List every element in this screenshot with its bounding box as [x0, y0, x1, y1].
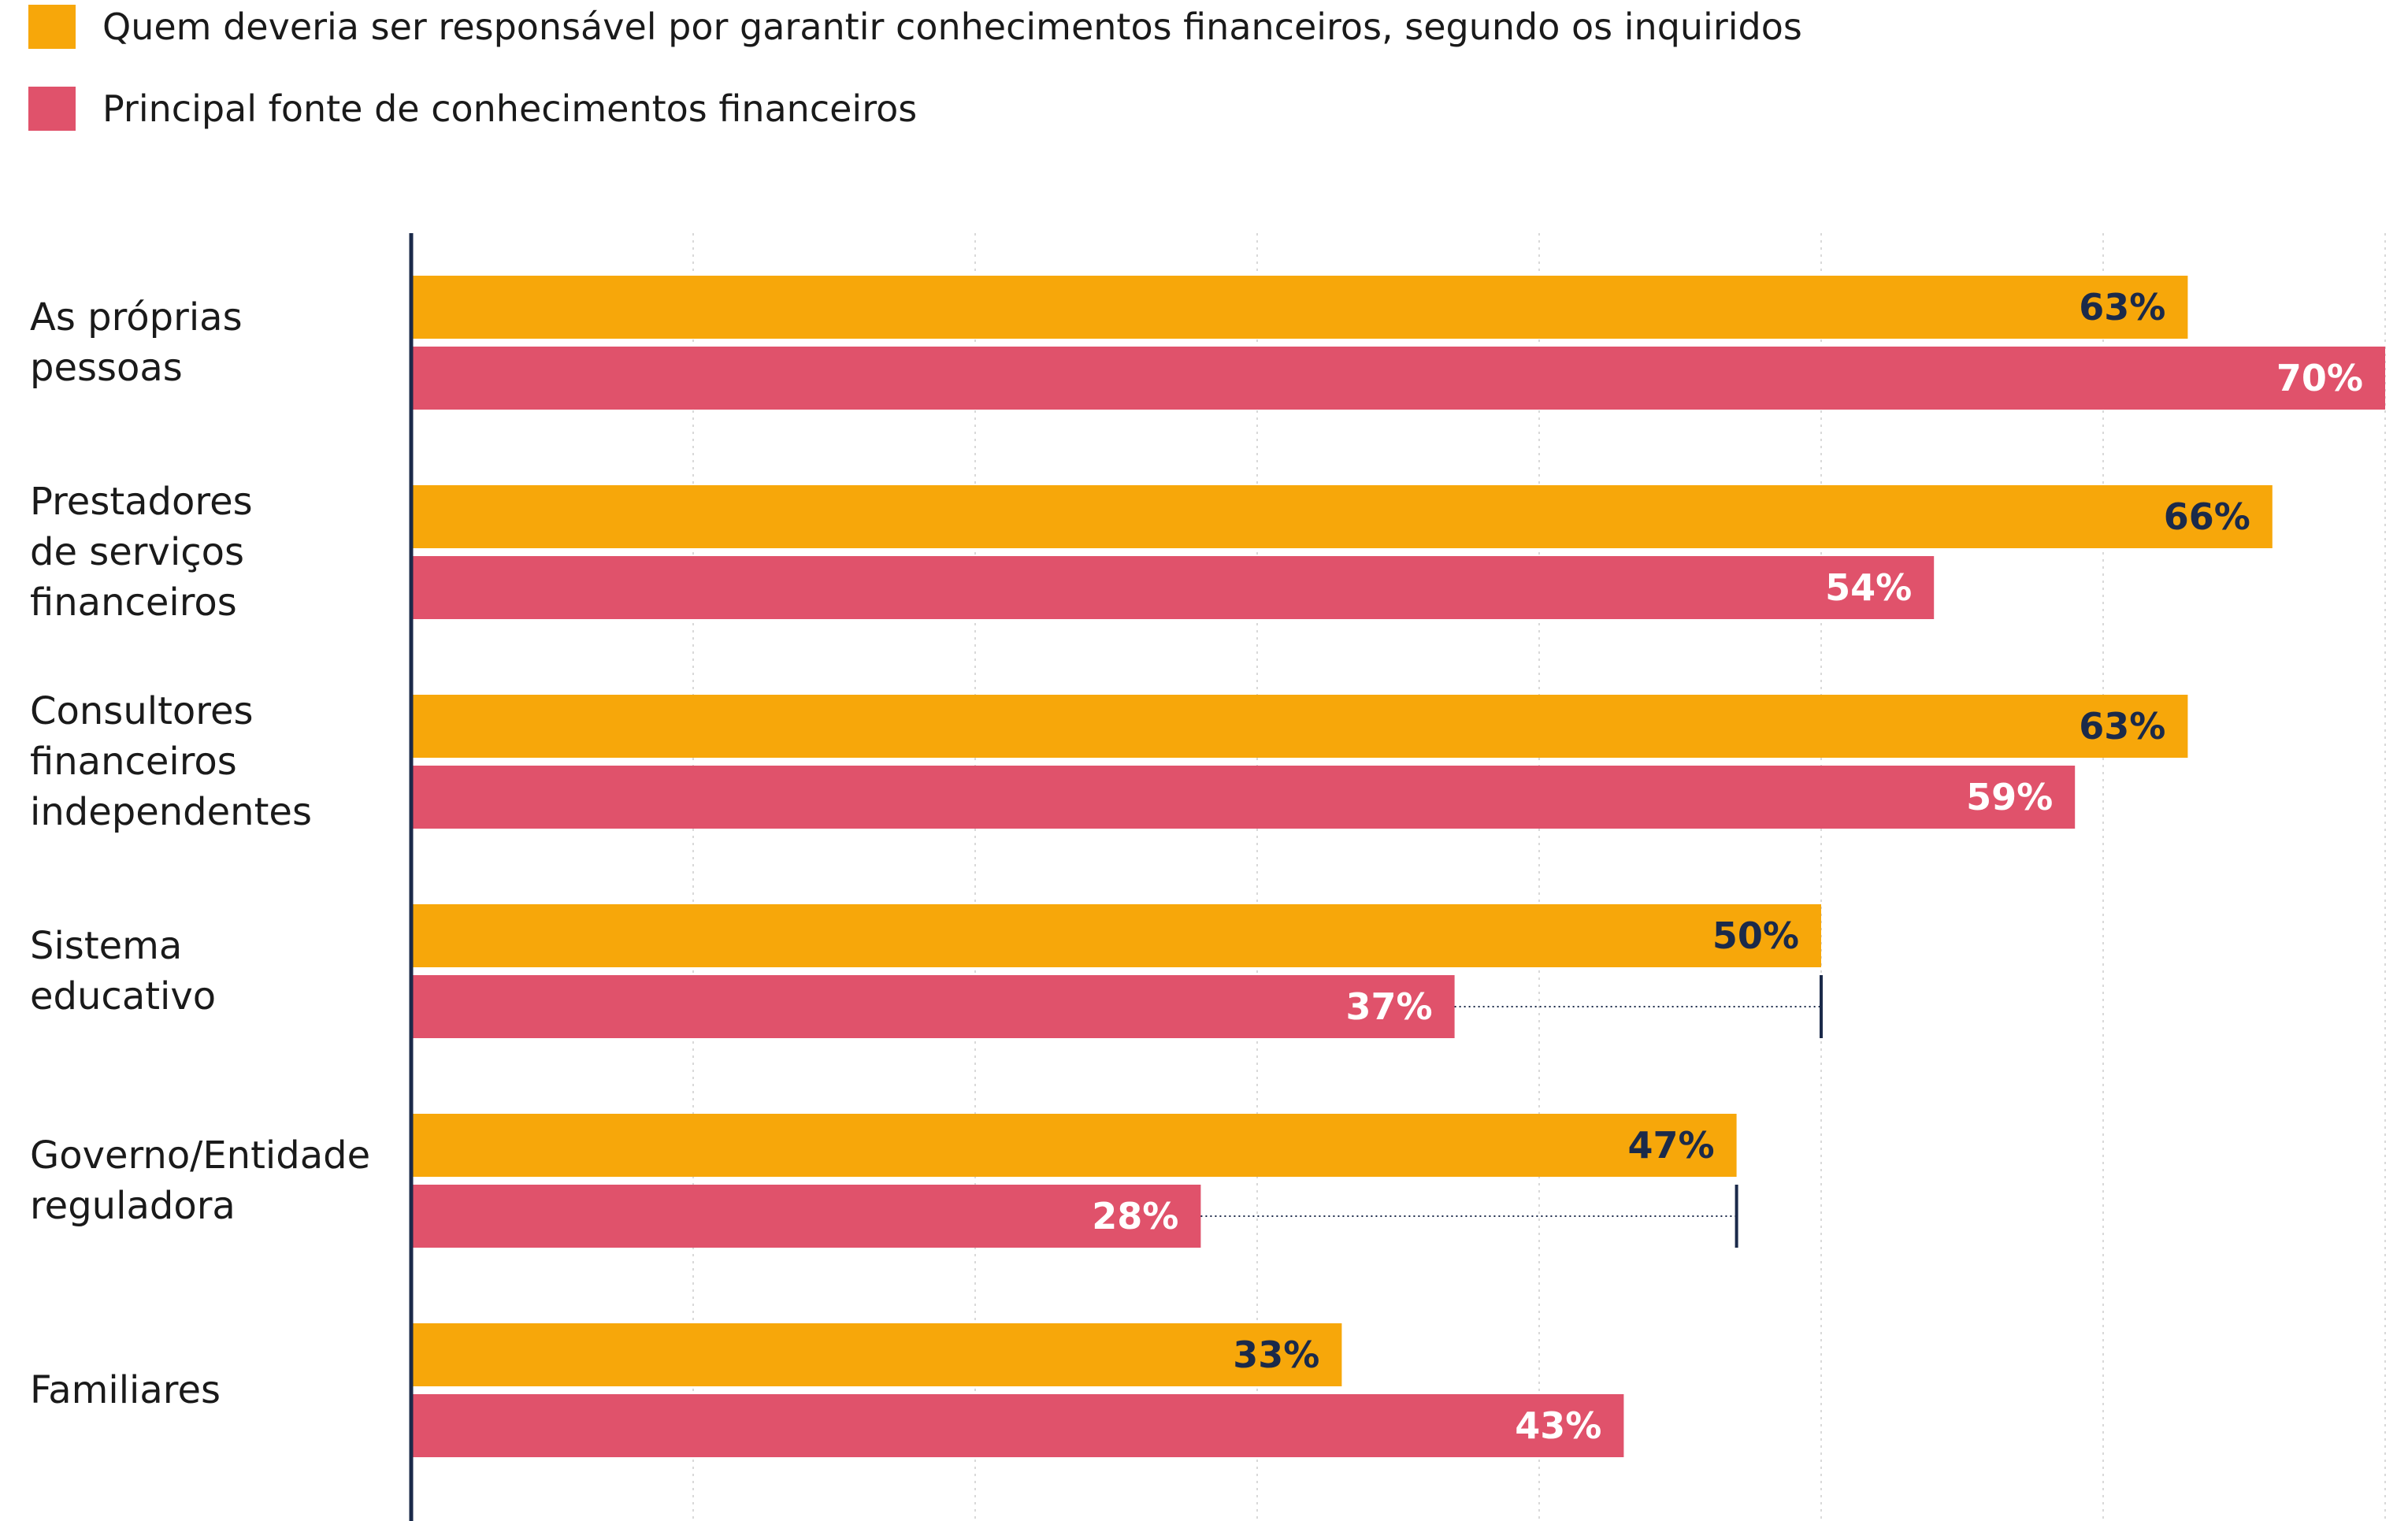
category-label: Sistema — [30, 924, 182, 968]
bar-main-source — [411, 975, 1455, 1038]
bar-should-be-responsible — [411, 904, 1821, 967]
data-label: 33% — [1233, 1334, 1319, 1376]
bar-main-source — [411, 766, 2076, 829]
category-label: pessoas — [30, 346, 183, 390]
category-label: Consultores — [30, 689, 253, 733]
data-label: 50% — [1712, 914, 1799, 957]
data-label: 47% — [1627, 1124, 1714, 1167]
legend-swatch-red — [28, 87, 76, 131]
bar-main-source — [411, 1394, 1624, 1457]
data-label: 43% — [1515, 1404, 1601, 1447]
bar-main-source — [411, 556, 1935, 619]
legend-swatch-orange — [28, 5, 76, 49]
bar-should-be-responsible — [411, 276, 2188, 339]
data-label: 37% — [1345, 985, 1432, 1028]
category-label: financeiros — [30, 581, 237, 625]
bar-should-be-responsible — [411, 485, 2273, 548]
category-label: financeiros — [30, 740, 237, 784]
data-label: 63% — [2079, 705, 2165, 748]
category-label: educativo — [30, 974, 216, 1018]
data-label: 63% — [2079, 286, 2165, 328]
bar-should-be-responsible — [411, 1323, 1342, 1386]
category-label: Familiares — [30, 1368, 221, 1412]
category-label: Prestadores — [30, 480, 253, 524]
bar-should-be-responsible — [411, 695, 2188, 758]
bar-main-source — [411, 347, 2385, 410]
data-label: 28% — [1092, 1195, 1178, 1237]
legend-label: Quem deveria ser responsável por garanti… — [102, 6, 1802, 48]
data-label: 59% — [1966, 776, 2053, 818]
legend-label: Principal fonte de conhecimentos finance… — [102, 87, 918, 130]
data-label: 66% — [2164, 495, 2250, 538]
bar-main-source — [411, 1185, 1201, 1248]
data-label: 70% — [2276, 357, 2363, 399]
category-label: reguladora — [30, 1184, 236, 1228]
bar-should-be-responsible — [411, 1114, 1737, 1177]
category-label: As próprias — [30, 295, 243, 339]
category-label: independentes — [30, 790, 312, 834]
category-label: de serviços — [30, 530, 244, 574]
data-label: 54% — [1825, 566, 1912, 609]
category-label: Governo/Entidade — [30, 1133, 370, 1178]
